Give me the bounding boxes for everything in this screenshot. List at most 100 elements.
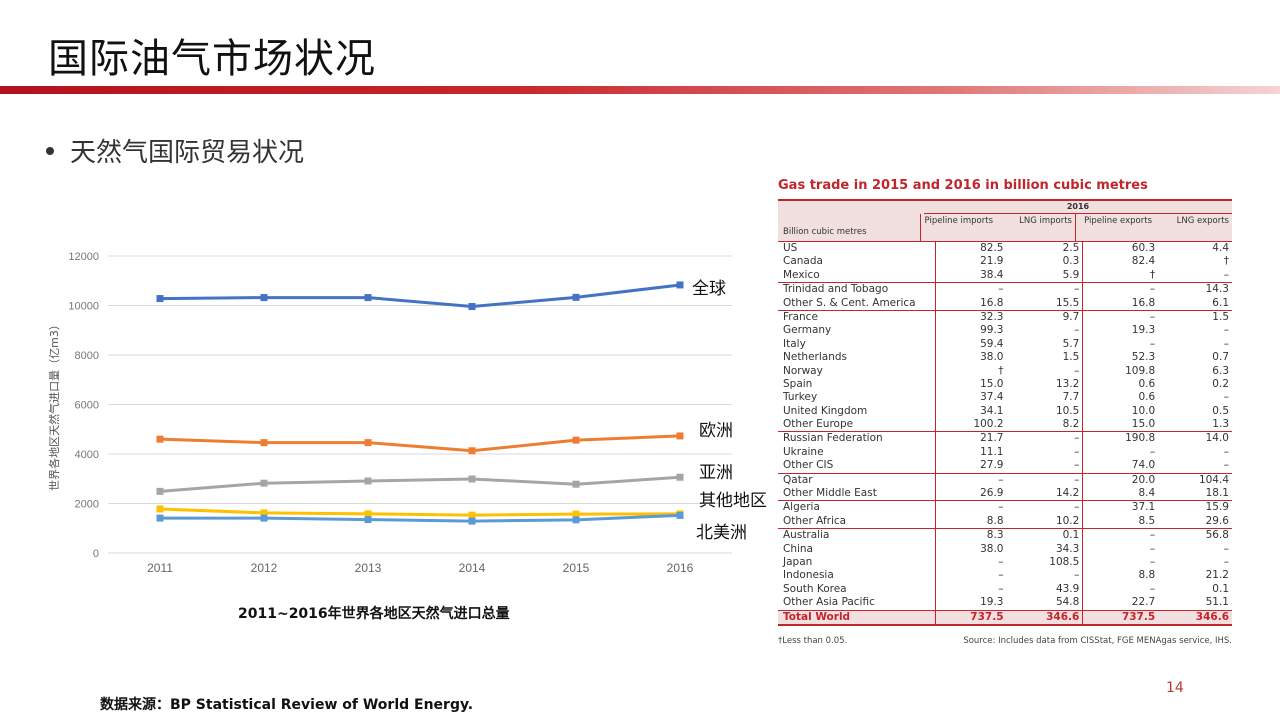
data-point — [572, 480, 580, 488]
table-source: Source: Includes data from CISStat, FGE … — [963, 635, 1232, 646]
table-row-label: Algeria — [783, 501, 820, 514]
table-cell: – — [1074, 324, 1080, 337]
table-cell: – — [934, 283, 1007, 297]
data-point — [676, 473, 684, 481]
table-body: Billion cubic metres 2016 Pipeline impor… — [778, 199, 1232, 626]
table-cell: 51.1 — [1205, 596, 1229, 609]
table-cell: 8.5 — [1082, 514, 1158, 529]
table-cell: 8.8 — [1082, 569, 1158, 583]
table-cell: 10.5 — [1055, 404, 1080, 417]
table-cell: 7.7 — [1062, 391, 1080, 404]
table-cell: 2.5 — [1062, 242, 1080, 254]
table-cell: 37.4 — [934, 391, 1007, 405]
table-cell: – — [1223, 337, 1229, 350]
data-point — [572, 436, 580, 444]
data-point — [260, 479, 268, 487]
table-row: Italy 59.4 5.7– – — [778, 337, 1232, 352]
table-cell: 10.0 — [1082, 404, 1158, 419]
table-cell: – — [1074, 473, 1080, 486]
table-row-label: Trinidad and Tobago — [783, 283, 889, 296]
table-year: 2016 — [924, 201, 1232, 214]
chart-caption: 2011~2016年世界各地区天然气进口总量 — [238, 606, 510, 622]
data-point — [572, 516, 580, 524]
data-point — [468, 475, 476, 483]
data-point — [364, 477, 372, 485]
table-cell: 22.7 — [1082, 596, 1158, 610]
table-row: Russian Federation 21.7 –190.8 14.0 — [778, 432, 1232, 446]
table-row-label: Russian Federation — [783, 432, 883, 445]
title-divider — [0, 86, 1280, 94]
table-title: Gas trade in 2015 and 2016 in billion cu… — [778, 178, 1148, 193]
table-row-label: Indonesia — [783, 569, 834, 582]
table-cell: 15.9 — [1205, 501, 1229, 514]
table-cell: 11.1 — [934, 445, 1007, 460]
table-cell: 21.9 — [934, 255, 1007, 269]
table-cell: 737.5 — [1082, 610, 1158, 624]
table-cell: 14.2 — [1055, 487, 1080, 500]
table-cell: 0.5 — [1212, 404, 1229, 417]
table-cell: – — [1074, 459, 1080, 472]
table-cell: – — [1074, 445, 1080, 458]
table-cell: – — [1082, 529, 1158, 543]
table-cell: 346.6 — [1195, 610, 1229, 623]
table-row: Indonesia – –8.8 21.2 — [778, 569, 1232, 583]
table-row-label: Turkey — [783, 391, 818, 404]
table-row-label: Other Africa — [783, 514, 847, 527]
line-chart: 0 2000 4000 6000 8000 10000 12000 2011 2012 2013 2… — [47, 251, 767, 575]
table-row-label: Netherlands — [783, 351, 848, 364]
table-cell: 6.3 — [1212, 364, 1229, 377]
table-cell: – — [1082, 542, 1158, 556]
table-cell: 108.5 — [1049, 555, 1080, 568]
table-cell: Total World — [783, 610, 851, 623]
data-point — [468, 511, 476, 519]
table-cell: 21.7 — [934, 432, 1007, 446]
table-cell: 190.8 — [1082, 432, 1158, 446]
table-cell: 14.3 — [1205, 283, 1229, 296]
data-point — [468, 517, 476, 525]
table-cell: 43.9 — [1055, 582, 1080, 595]
table-group: Australia 8.3 0.1–56.8 China 38.0 34.3– – Japan… — [778, 528, 1232, 610]
table-col-header: Pipeline imports — [920, 214, 996, 241]
table-cell: 59.4 — [934, 337, 1007, 352]
table-row-label: Qatar — [783, 473, 813, 486]
data-point — [156, 505, 164, 513]
gas-trade-table: Gas trade in 2015 and 2016 in billion cu… — [778, 178, 1232, 646]
bullet-item: 天然气国际贸易状况 — [46, 132, 304, 169]
y-tick-label: 6000 — [75, 400, 99, 412]
table-row-label: France — [783, 310, 818, 323]
table-row: Turkey 37.4 7.7 0.6 – — [778, 391, 1232, 405]
table-row: France 32.3 9.7– 1.5 — [778, 310, 1232, 325]
table-cell: 56.8 — [1205, 529, 1229, 542]
table-row-header: Billion cubic metres — [783, 227, 867, 237]
data-point — [676, 432, 684, 440]
table-row-label: Other S. & Cent. America — [783, 296, 916, 309]
data-point — [364, 439, 372, 447]
table-cell: 0.3 — [1062, 255, 1080, 268]
table-row: Ukraine 11.1– – – — [778, 445, 1232, 460]
table-cell: 21.2 — [1205, 569, 1229, 582]
data-point — [156, 295, 164, 303]
series-label: 欧洲 — [699, 421, 733, 441]
data-point — [156, 435, 164, 443]
table-cell: – — [1223, 542, 1229, 555]
table-cell: – — [1223, 555, 1229, 568]
table-cell: 19.3 — [934, 596, 1007, 610]
table-cell: – — [1082, 337, 1158, 352]
table-row-label: Germany — [783, 324, 832, 337]
page-title: 国际油气市场状况 — [48, 36, 376, 82]
data-source: 数据来源：BP Statistical Review of World Ener… — [100, 697, 474, 713]
table-cell: 10.2 — [1055, 514, 1080, 527]
table-row-label: Other Europe — [783, 418, 854, 431]
page-number: 14 — [1166, 680, 1184, 696]
table-row-label: US — [783, 242, 798, 254]
y-tick-label: 4000 — [75, 449, 99, 461]
table-cell: – — [934, 501, 1007, 515]
table-row: Canada 21.9 0.3 82.4 † — [778, 255, 1232, 269]
x-tick-label: 2016 — [667, 561, 694, 575]
series-line — [159, 434, 681, 453]
y-axis-label: 世界各地区天然气进口量（亿m3） — [47, 319, 61, 491]
table-cell: † — [1223, 255, 1229, 268]
table-cell: – — [1223, 324, 1229, 337]
series-label: 北美洲 — [696, 523, 747, 543]
table-cell: 104.4 — [1198, 473, 1229, 486]
